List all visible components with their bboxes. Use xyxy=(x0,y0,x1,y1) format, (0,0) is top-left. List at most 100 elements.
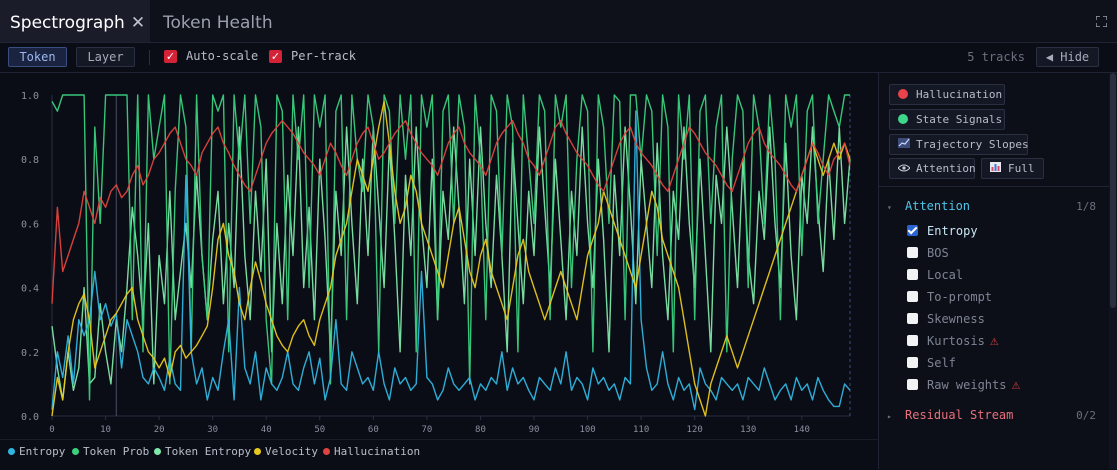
option-label: Local xyxy=(927,268,964,282)
tab-bar: Spectrograph ✕ Token Health xyxy=(0,0,1117,43)
section-attention-header[interactable]: ▾ Attention xyxy=(887,199,970,213)
scrollbar-thumb[interactable] xyxy=(1110,73,1116,308)
expand-icon[interactable] xyxy=(1096,16,1107,27)
series-line-velocity xyxy=(51,100,851,417)
toolbar: Token Layer ✓ Auto-scale ✓ Per-track 5 t… xyxy=(0,43,1117,73)
state-signals-button-label: State Signals xyxy=(916,113,1003,126)
x-tick-label: 90 xyxy=(529,425,540,435)
x-tick-label: 120 xyxy=(687,425,703,435)
x-tick-label: 80 xyxy=(475,425,486,435)
option-self[interactable]: Self xyxy=(907,356,956,372)
full-button-label: Full xyxy=(1008,162,1035,175)
option-raw-weights[interactable]: Raw weights ⚠ xyxy=(907,378,1020,394)
checkbox-icon xyxy=(907,313,918,324)
option-label: Raw weights xyxy=(927,378,1007,392)
y-tick-label: 0.0 xyxy=(21,412,39,423)
attention-button-label: Attention xyxy=(916,162,976,175)
x-tick-label: 20 xyxy=(154,425,165,435)
legend-label: Entropy xyxy=(19,445,66,458)
chevron-down-icon: ▾ xyxy=(887,203,892,212)
chevron-right-icon: ▸ xyxy=(887,412,892,421)
option-label: Kurtosis xyxy=(927,334,985,348)
legend-dot-icon xyxy=(323,448,330,455)
tracks-count: 5 tracks xyxy=(967,50,1025,64)
tab-token-health[interactable]: Token Health xyxy=(163,0,273,42)
option-skewness[interactable]: Skewness xyxy=(907,312,985,328)
x-tick-label: 50 xyxy=(314,425,325,435)
series-line-token-prob xyxy=(51,94,850,401)
legend-item-entropy[interactable]: Entropy xyxy=(8,445,65,458)
per-track-label: Per-track xyxy=(291,49,357,63)
auto-scale-label: Auto-scale xyxy=(186,49,259,63)
signals-sidebar: Hallucination State Signals Trajectory S… xyxy=(878,73,1110,469)
section-residual-stream-header[interactable]: ▸ Residual Stream xyxy=(887,408,1013,422)
checkbox-icon xyxy=(907,379,918,390)
legend-dot-icon xyxy=(8,448,15,455)
checkbox-icon xyxy=(907,291,918,302)
attention-button[interactable]: Attention xyxy=(889,158,976,179)
y-tick-label: 0.8 xyxy=(21,155,39,166)
checkbox-icon xyxy=(907,335,918,346)
section-attention-count: 1/8 xyxy=(1076,200,1096,213)
per-track-checkbox[interactable]: ✓ xyxy=(269,50,282,63)
x-tick-label: 30 xyxy=(207,425,218,435)
token-mode-button[interactable]: Token xyxy=(8,47,67,67)
section-attention-title: Attention xyxy=(905,199,971,213)
tab-spectrograph[interactable]: Spectrograph ✕ xyxy=(0,0,150,42)
y-tick-label: 0.4 xyxy=(21,284,39,295)
checkbox-icon xyxy=(907,269,918,280)
toolbar-divider xyxy=(149,50,150,65)
chart-legend: Entropy Token Prob Token Entropy Velocit… xyxy=(0,439,878,470)
auto-scale-checkbox[interactable]: ✓ xyxy=(164,50,177,63)
section-residual-stream-count: 0/2 xyxy=(1076,409,1096,422)
option-kurtosis[interactable]: Kurtosis ⚠ xyxy=(907,334,999,350)
x-tick-label: 40 xyxy=(261,425,272,435)
y-tick-label: 0.2 xyxy=(21,348,39,359)
checkbox-icon xyxy=(907,247,918,258)
x-tick-label: 70 xyxy=(421,425,432,435)
option-entropy[interactable]: Entropy xyxy=(907,224,978,240)
close-icon[interactable]: ✕ xyxy=(130,13,146,33)
legend-dot-icon xyxy=(254,448,261,455)
option-to-prompt[interactable]: To-prompt xyxy=(907,290,992,306)
section-residual-stream-title: Residual Stream xyxy=(905,408,1014,422)
series-line-hallucination xyxy=(51,120,851,304)
trend-chart-icon xyxy=(898,136,910,155)
legend-dot-icon xyxy=(154,448,161,455)
option-label: Skewness xyxy=(927,312,985,326)
y-tick-label: 1.0 xyxy=(21,91,39,102)
legend-item-velocity[interactable]: Velocity xyxy=(254,445,318,458)
legend-item-token-prob[interactable]: Token Prob xyxy=(72,445,149,458)
x-tick-label: 130 xyxy=(740,425,756,435)
warning-icon: ⚠ xyxy=(1011,381,1021,392)
option-label: Self xyxy=(927,356,956,370)
legend-item-token-entropy[interactable]: Token Entropy xyxy=(154,445,251,458)
hallucination-button[interactable]: Hallucination xyxy=(889,84,1005,105)
red-dot-icon xyxy=(898,89,908,99)
legend-label: Velocity xyxy=(265,445,318,458)
layer-mode-button[interactable]: Layer xyxy=(76,47,135,67)
tab-token-health-label: Token Health xyxy=(163,13,273,33)
option-label: Entropy xyxy=(927,224,978,238)
legend-dot-icon xyxy=(72,448,79,455)
trajectory-slopes-button[interactable]: Trajectory Slopes xyxy=(889,134,1029,155)
chart-canvas: 0.0 0.2 0.4 0.6 0.8 1.0 0 10 20 30 40 50 60 70 80 90 100… xyxy=(21,91,851,435)
green-dot-icon xyxy=(898,114,908,124)
trajectory-slopes-button-label: Trajectory Slopes xyxy=(916,138,1029,151)
legend-label: Token Entropy xyxy=(165,445,252,458)
legend-item-hallucination[interactable]: Hallucination xyxy=(323,445,420,458)
state-signals-button[interactable]: State Signals xyxy=(889,109,1005,130)
x-tick-label: 100 xyxy=(579,425,595,435)
sidebar-scrollbar[interactable] xyxy=(1109,73,1117,469)
hallucination-button-label: Hallucination xyxy=(916,88,1003,101)
warning-icon: ⚠ xyxy=(989,337,999,348)
spectrograph-chart[interactable]: 0.0 0.2 0.4 0.6 0.8 1.0 0 10 20 30 40 50 60 70 80 90 100… xyxy=(0,73,878,438)
full-button[interactable]: Full xyxy=(981,158,1044,179)
x-tick-label: 140 xyxy=(794,425,810,435)
option-label: BOS xyxy=(927,246,949,260)
option-bos[interactable]: BOS xyxy=(907,246,949,262)
legend-label: Hallucination xyxy=(334,445,421,458)
option-local[interactable]: Local xyxy=(907,268,963,284)
y-tick-label: 0.6 xyxy=(21,219,39,230)
hide-button[interactable]: ◀ Hide xyxy=(1036,47,1099,67)
